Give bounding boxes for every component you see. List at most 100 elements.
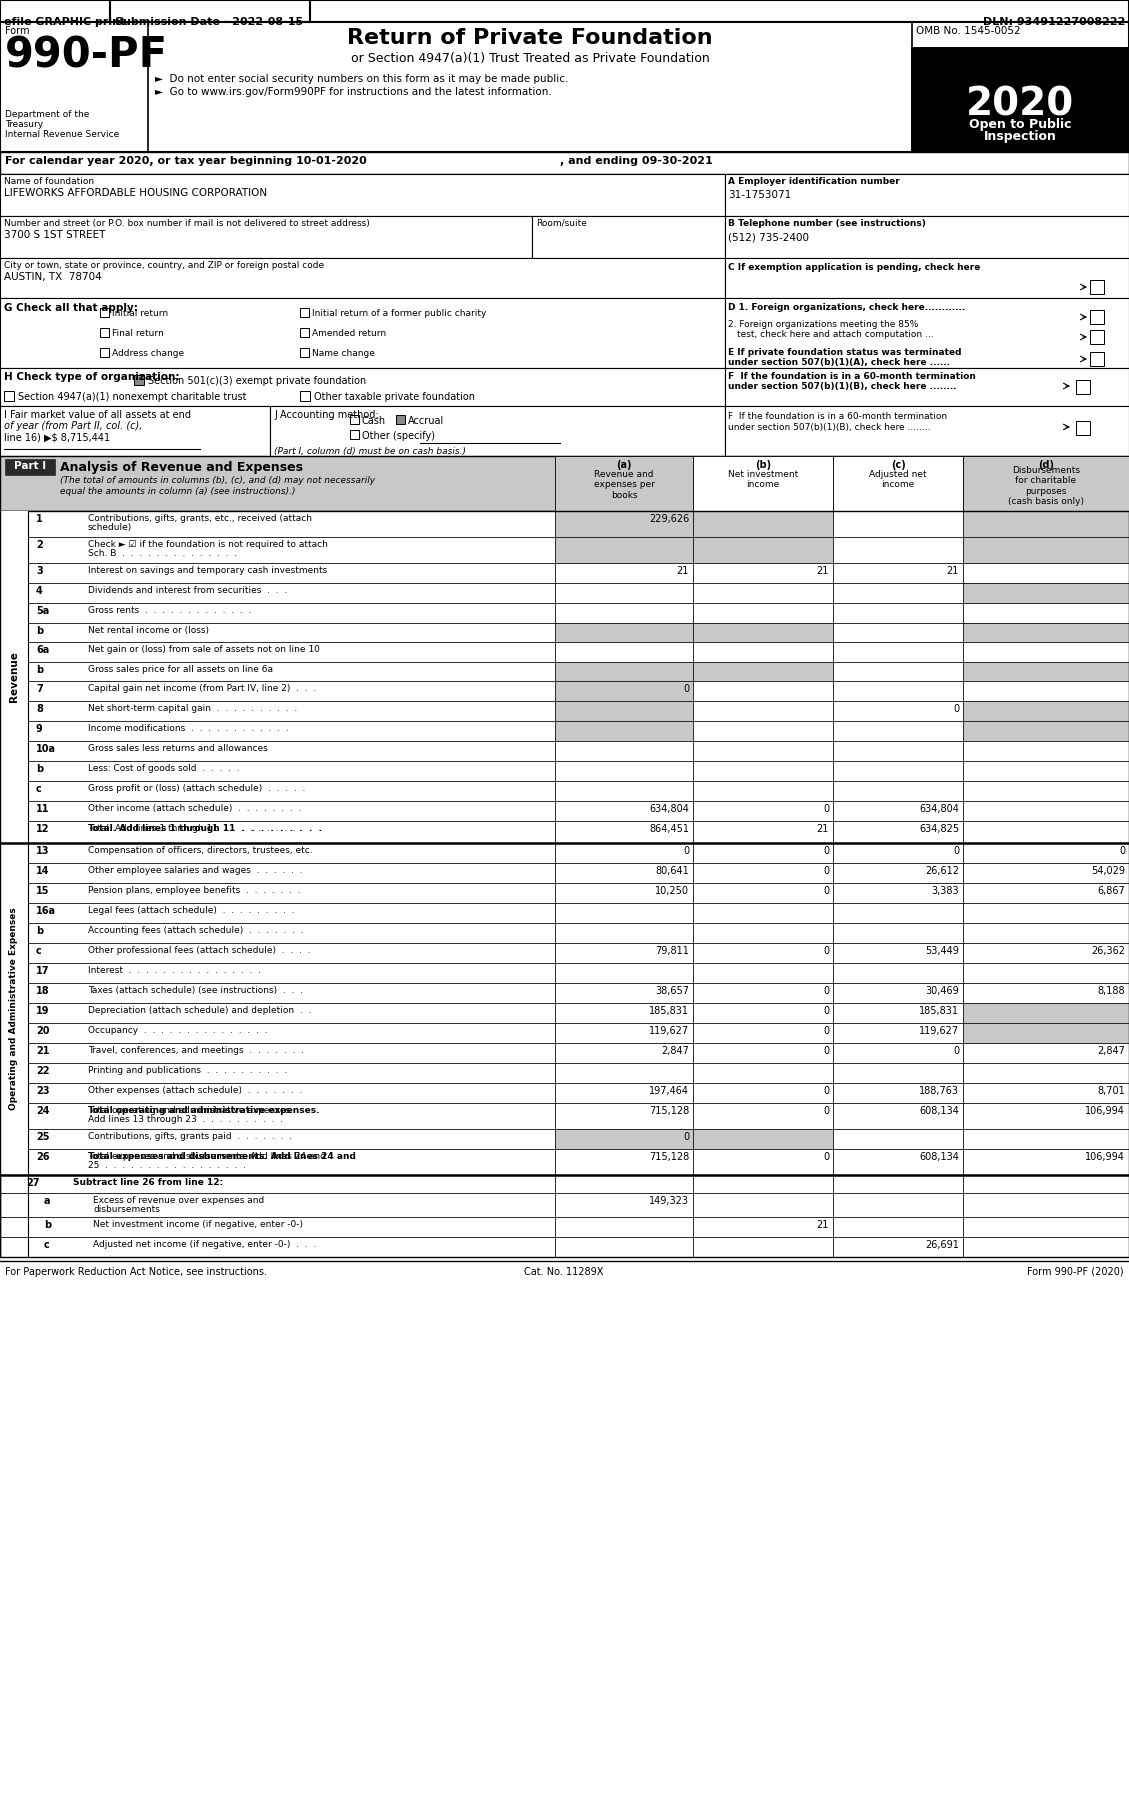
Text: 19: 19 bbox=[36, 1007, 50, 1016]
Bar bbox=[1089, 331, 1104, 343]
Bar bbox=[555, 761, 693, 780]
Bar bbox=[833, 1194, 963, 1217]
Bar bbox=[555, 457, 693, 511]
Text: Interest on savings and temporary cash investments: Interest on savings and temporary cash i… bbox=[88, 566, 327, 575]
Bar bbox=[833, 642, 963, 662]
Bar bbox=[693, 642, 833, 662]
Text: Gross sales less returns and allowances: Gross sales less returns and allowances bbox=[88, 744, 268, 753]
Text: Part I: Part I bbox=[14, 460, 46, 471]
Bar bbox=[1076, 421, 1089, 435]
Bar bbox=[693, 1003, 833, 1023]
Text: OMB No. 1545-0052: OMB No. 1545-0052 bbox=[916, 25, 1021, 36]
Bar bbox=[0, 563, 555, 583]
Text: 21: 21 bbox=[676, 566, 689, 575]
Text: Return of Private Foundation: Return of Private Foundation bbox=[348, 29, 712, 49]
Bar bbox=[0, 153, 1129, 174]
Text: 2: 2 bbox=[36, 539, 43, 550]
Bar bbox=[833, 942, 963, 964]
Bar bbox=[100, 349, 110, 358]
Bar bbox=[833, 1149, 963, 1176]
Text: F  If the foundation is in a 60-month termination: F If the foundation is in a 60-month ter… bbox=[728, 412, 947, 421]
Text: Final return: Final return bbox=[112, 329, 164, 338]
Bar bbox=[963, 1003, 1129, 1023]
Text: E If private foundation status was terminated: E If private foundation status was termi… bbox=[728, 349, 962, 358]
Text: Net gain or (loss) from sale of assets not on line 10: Net gain or (loss) from sale of assets n… bbox=[88, 645, 320, 654]
Text: Address change: Address change bbox=[112, 349, 184, 358]
Text: Add lines 13 through 23  .  .  .  .  .  .  .  .  .  .: Add lines 13 through 23 . . . . . . . . … bbox=[88, 1115, 283, 1124]
Bar bbox=[0, 642, 555, 662]
Bar bbox=[833, 1129, 963, 1149]
Text: 188,763: 188,763 bbox=[919, 1086, 959, 1097]
Bar bbox=[963, 1237, 1129, 1257]
Bar bbox=[833, 964, 963, 984]
Text: Section 4947(a)(1) nonexempt charitable trust: Section 4947(a)(1) nonexempt charitable … bbox=[18, 392, 246, 403]
Bar bbox=[5, 390, 14, 401]
Bar bbox=[963, 681, 1129, 701]
Text: Capital gain net income (from Part IV, line 2)  .  .  .: Capital gain net income (from Part IV, l… bbox=[88, 683, 316, 692]
Text: 20: 20 bbox=[36, 1027, 50, 1036]
Bar bbox=[693, 843, 833, 863]
Text: c: c bbox=[44, 1241, 50, 1250]
Bar bbox=[555, 822, 693, 843]
Text: Analysis of Revenue and Expenses: Analysis of Revenue and Expenses bbox=[60, 460, 303, 475]
Text: Other taxable private foundation: Other taxable private foundation bbox=[314, 392, 475, 403]
Bar bbox=[1076, 379, 1089, 394]
Text: (Part I, column (d) must be on cash basis.): (Part I, column (d) must be on cash basi… bbox=[274, 448, 466, 457]
Bar bbox=[833, 922, 963, 942]
Bar bbox=[833, 863, 963, 883]
Text: 106,994: 106,994 bbox=[1085, 1106, 1124, 1117]
Text: Other expenses (attach schedule)  .  .  .  .  .  .  .: Other expenses (attach schedule) . . . .… bbox=[88, 1086, 303, 1095]
Text: Internal Revenue Service: Internal Revenue Service bbox=[5, 129, 120, 138]
Text: 0: 0 bbox=[823, 1027, 829, 1036]
Text: 715,128: 715,128 bbox=[649, 1106, 689, 1117]
Text: B Telephone number (see instructions): B Telephone number (see instructions) bbox=[728, 219, 926, 228]
Text: 119,627: 119,627 bbox=[919, 1027, 959, 1036]
Text: 6a: 6a bbox=[36, 645, 50, 654]
Bar bbox=[555, 1063, 693, 1082]
Bar bbox=[963, 761, 1129, 780]
Text: Revenue and
expenses per
books: Revenue and expenses per books bbox=[594, 469, 655, 500]
Bar bbox=[0, 1237, 555, 1257]
Bar bbox=[963, 964, 1129, 984]
Text: 185,831: 185,831 bbox=[649, 1007, 689, 1016]
Bar bbox=[963, 1194, 1129, 1217]
Text: 0: 0 bbox=[823, 946, 829, 957]
Text: Revenue: Revenue bbox=[9, 651, 19, 703]
Bar bbox=[0, 741, 555, 761]
Bar bbox=[833, 563, 963, 583]
Text: 11: 11 bbox=[36, 804, 50, 814]
Text: Gross rents  .  .  .  .  .  .  .  .  .  .  .  .  .: Gross rents . . . . . . . . . . . . . bbox=[88, 606, 252, 615]
Text: Total expenses and disbursements. Add lines 24 and: Total expenses and disbursements. Add li… bbox=[88, 1153, 356, 1162]
Text: A Employer identification number: A Employer identification number bbox=[728, 176, 900, 185]
Text: a: a bbox=[44, 1196, 51, 1206]
Bar bbox=[0, 1003, 555, 1023]
Text: 22: 22 bbox=[36, 1066, 50, 1075]
Text: 26,362: 26,362 bbox=[1091, 946, 1124, 957]
Bar bbox=[532, 216, 725, 257]
Text: schedule): schedule) bbox=[88, 523, 132, 532]
Bar bbox=[555, 1023, 693, 1043]
Bar bbox=[693, 721, 833, 741]
Text: 8,188: 8,188 bbox=[1097, 985, 1124, 996]
Bar bbox=[693, 883, 833, 903]
Bar bbox=[555, 681, 693, 701]
Bar bbox=[0, 843, 28, 1176]
Bar bbox=[0, 883, 555, 903]
Text: Submission Date - 2022-08-15: Submission Date - 2022-08-15 bbox=[115, 16, 303, 27]
Bar bbox=[693, 563, 833, 583]
Text: 21: 21 bbox=[816, 1221, 829, 1230]
Text: Total operating and administrative expenses.: Total operating and administrative expen… bbox=[88, 1106, 294, 1115]
Text: Inspection: Inspection bbox=[983, 129, 1057, 144]
Bar bbox=[350, 415, 359, 424]
Bar bbox=[693, 511, 833, 538]
Bar bbox=[693, 457, 833, 511]
Text: Excess of revenue over expenses and: Excess of revenue over expenses and bbox=[93, 1196, 264, 1205]
Bar bbox=[693, 800, 833, 822]
Text: 149,323: 149,323 bbox=[649, 1196, 689, 1206]
Text: 21: 21 bbox=[816, 823, 829, 834]
Text: For Paperwork Reduction Act Notice, see instructions.: For Paperwork Reduction Act Notice, see … bbox=[5, 1268, 266, 1277]
Text: Travel, conferences, and meetings  .  .  .  .  .  .  .: Travel, conferences, and meetings . . . … bbox=[88, 1046, 304, 1055]
Bar bbox=[963, 984, 1129, 1003]
Bar bbox=[833, 1102, 963, 1129]
Text: 0: 0 bbox=[823, 804, 829, 814]
